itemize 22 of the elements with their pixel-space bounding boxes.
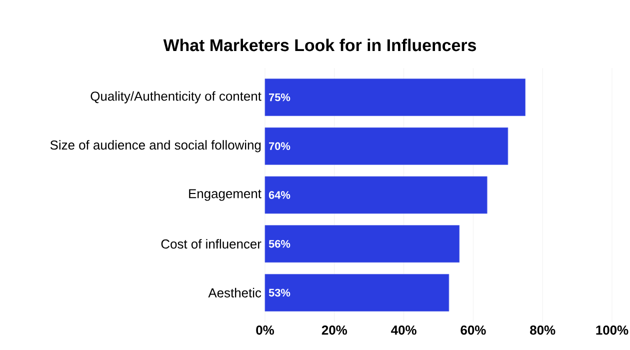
- data-label: 64%: [268, 191, 290, 199]
- bar: [264, 274, 450, 312]
- bar: [264, 225, 460, 263]
- data-label: 56%: [268, 240, 290, 248]
- y-tick-label: Size of audience and social following: [50, 140, 261, 152]
- bar: [264, 78, 526, 116]
- bar: [264, 176, 488, 214]
- y-tick-label: Cost of influencer: [161, 239, 262, 249]
- x-tick-label: 100%: [596, 326, 628, 335]
- y-tick-label: Quality/Authenticity of content: [90, 91, 262, 104]
- x-tick-label: 0%: [256, 326, 274, 335]
- data-label: 75%: [268, 93, 290, 102]
- x-tick-label: 80%: [530, 326, 556, 335]
- data-label: 70%: [268, 142, 290, 150]
- bar: [264, 127, 508, 165]
- y-tick-label: Engagement: [189, 189, 262, 201]
- data-label: 53%: [268, 288, 290, 297]
- chart-title: What Marketers Look for in Influencers: [163, 38, 476, 52]
- x-tick-label: 20%: [322, 326, 348, 335]
- y-tick-label: Aesthetic: [208, 288, 262, 298]
- x-tick-label: 40%: [391, 326, 416, 335]
- x-tick-label: 60%: [460, 326, 486, 335]
